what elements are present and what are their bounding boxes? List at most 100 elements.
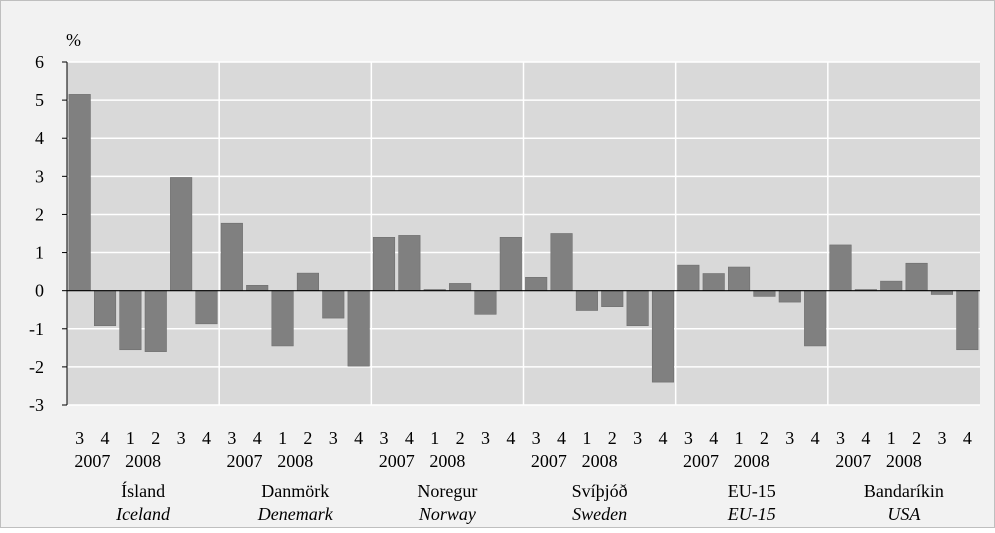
group-name: EU-15 [728,481,776,501]
quarter-tick-label: 1 [430,428,439,448]
bar [398,235,421,291]
group-name: Danmörk [261,481,329,501]
quarter-tick-label: 3 [684,428,693,448]
bar [753,290,776,297]
group-name: Noregur [417,481,477,501]
year-label: 2007 [379,451,415,471]
bar [601,290,624,307]
bar [449,283,472,291]
quarter-tick-label: 4 [506,428,515,448]
group-name: Svíþjóð [572,481,628,501]
bar [677,264,700,291]
quarter-tick-label: 1 [735,428,744,448]
bar [702,273,725,291]
bar [93,290,117,327]
group-name-english: Norway [418,504,476,524]
quarter-tick-label: 4 [709,428,718,448]
quarter-tick-label: 2 [456,428,465,448]
group-name: Ísland [121,480,165,501]
year-label: 2007 [74,451,110,471]
bar [905,262,928,291]
quarter-tick-label: 4 [101,428,110,448]
bar [220,222,243,291]
year-label: 2007 [531,451,567,471]
bar [195,290,218,325]
bar [296,272,319,291]
quarter-tick-label: 1 [126,428,135,448]
quarter-tick-label: 2 [760,428,769,448]
y-tick-label: 5 [35,90,44,110]
bar [728,266,751,291]
bar [575,290,598,311]
bar [372,237,396,291]
quarter-tick-label: 2 [151,428,160,448]
y-tick-label: 2 [35,204,44,224]
quarter-tick-label: 3 [633,428,642,448]
group-name: Bandaríkin [864,481,944,501]
group-name-english: Sweden [572,504,627,524]
quarter-tick-label: 4 [861,428,870,448]
quarter-tick-label: 4 [405,428,414,448]
quarter-tick-label: 3 [75,428,84,448]
quarter-tick-label: 3 [785,428,794,448]
quarter-tick-label: 1 [887,428,896,448]
year-label: 2008 [429,451,465,471]
gridlines [67,61,980,406]
y-tick-label: -2 [29,357,44,377]
y-tick-label: 1 [35,243,44,263]
bar [170,177,193,291]
y-tick-label: 4 [35,128,44,148]
y-axis-unit-label: % [66,30,81,50]
year-label: 2008 [734,451,770,471]
group-name-english: EU-15 [727,504,776,524]
bar [829,244,852,291]
y-tick-label: 6 [35,52,44,72]
bar [246,285,269,291]
quarter-tick-label: 4 [658,428,667,448]
bars [68,94,979,383]
bar [271,290,294,347]
bar [651,290,675,383]
quarter-tick-label: 4 [811,428,820,448]
bar [956,290,979,351]
quarter-tick-label: 1 [278,428,287,448]
bar [347,290,370,367]
year-label: 2008 [886,451,922,471]
bar [119,290,142,351]
bar [322,290,345,319]
quarter-tick-label: 3 [380,428,389,448]
bar [474,290,497,315]
bar [550,233,573,291]
bar [499,237,522,291]
group-name-english: Denemark [257,504,334,524]
quarter-tick-label: 4 [557,428,566,448]
year-label: 2008 [582,451,618,471]
bar [880,280,903,291]
quarter-tick-label: 4 [253,428,262,448]
bar [626,290,649,327]
quarter-tick-label: 3 [227,428,236,448]
quarter-tick-label: 3 [836,428,845,448]
group-name-english: Iceland [115,504,171,524]
year-label: 2008 [277,451,313,471]
quarter-tick-label: 1 [582,428,591,448]
group-name-english: USA [887,504,921,524]
bar [804,290,827,347]
quarter-tick-label: 2 [303,428,312,448]
quarter-tick-label: 3 [532,428,541,448]
y-tick-label: 3 [35,166,44,186]
y-tick-label: 0 [35,281,44,301]
bar [778,290,801,303]
year-label: 2007 [227,451,263,471]
y-tick-label: -3 [29,395,44,415]
year-label: 2007 [835,451,871,471]
bar [525,277,548,291]
quarter-tick-label: 4 [202,428,211,448]
quarter-tick-label: 3 [937,428,946,448]
quarter-tick-label: 2 [608,428,617,448]
quarter-tick-label: 3 [177,428,186,448]
quarter-tick-label: 3 [329,428,338,448]
